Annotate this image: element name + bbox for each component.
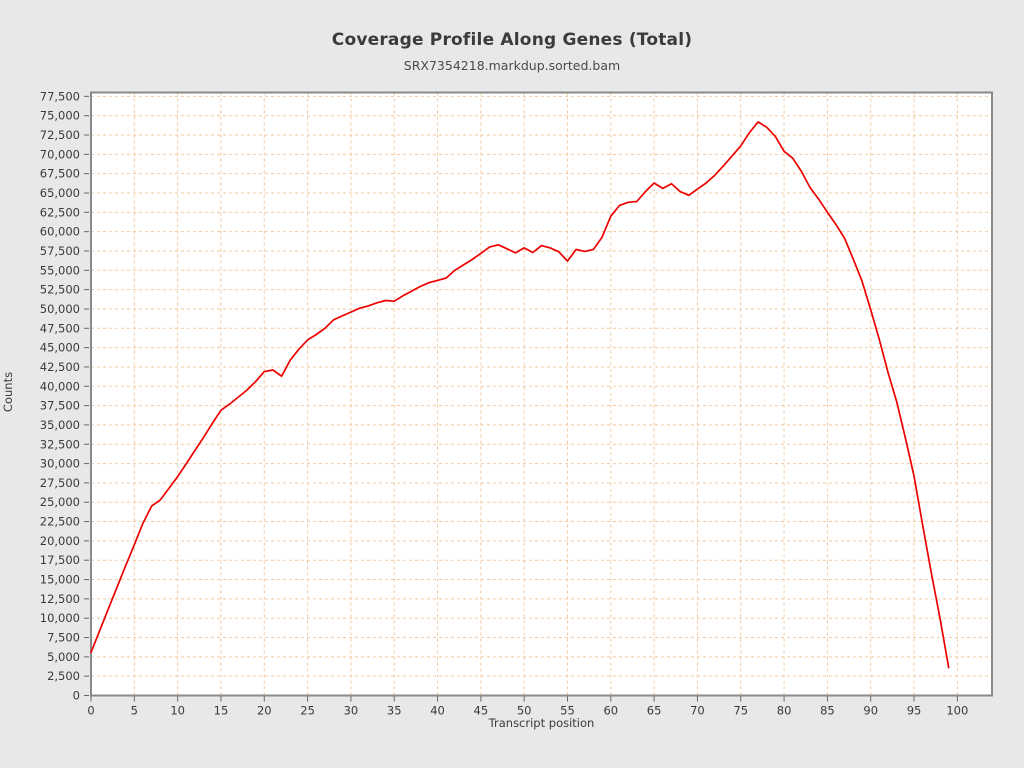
- svg-text:40,000: 40,000: [40, 379, 80, 393]
- svg-text:70,000: 70,000: [40, 147, 80, 161]
- svg-text:50: 50: [517, 704, 532, 718]
- svg-text:10,000: 10,000: [40, 611, 80, 625]
- svg-text:62,500: 62,500: [40, 205, 80, 219]
- svg-text:67,500: 67,500: [40, 167, 80, 181]
- grid-lines: [91, 92, 992, 696]
- svg-text:70: 70: [690, 704, 705, 718]
- svg-text:95: 95: [907, 704, 922, 718]
- svg-text:17,500: 17,500: [40, 553, 80, 567]
- svg-text:25: 25: [300, 704, 315, 718]
- svg-text:45,000: 45,000: [40, 341, 80, 355]
- svg-text:42,500: 42,500: [40, 360, 80, 374]
- svg-text:90: 90: [863, 704, 878, 718]
- svg-text:77,500: 77,500: [40, 89, 80, 103]
- svg-text:0: 0: [87, 704, 94, 718]
- svg-text:30: 30: [344, 704, 359, 718]
- svg-text:20,000: 20,000: [40, 534, 80, 548]
- svg-text:5: 5: [131, 704, 138, 718]
- svg-text:27,500: 27,500: [40, 476, 80, 490]
- y-tick-labels: 0 2,500 5,000 7,500 10,000 12,500 15,000 17,500…: [40, 89, 80, 702]
- svg-text:12,500: 12,500: [40, 592, 80, 606]
- svg-text:100: 100: [946, 704, 968, 718]
- svg-text:45: 45: [474, 704, 489, 718]
- svg-text:50,000: 50,000: [40, 302, 80, 316]
- coverage-line: [90, 121, 950, 669]
- svg-text:47,500: 47,500: [40, 321, 80, 335]
- plot-border: [90, 91, 993, 697]
- x-axis-label: Transcript position: [488, 716, 595, 730]
- svg-text:10: 10: [170, 704, 185, 718]
- svg-text:80: 80: [777, 704, 792, 718]
- svg-text:7,500: 7,500: [47, 631, 80, 645]
- chart-title: Coverage Profile Along Genes (Total): [331, 30, 693, 50]
- svg-text:55: 55: [560, 704, 575, 718]
- plot-area: [91, 92, 992, 696]
- svg-text:60: 60: [603, 704, 618, 718]
- svg-text:72,500: 72,500: [40, 128, 80, 142]
- svg-text:20: 20: [257, 704, 272, 718]
- svg-text:22,500: 22,500: [40, 515, 80, 529]
- svg-text:25,000: 25,000: [40, 495, 80, 509]
- svg-text:75,000: 75,000: [40, 109, 80, 123]
- svg-text:57,500: 57,500: [40, 244, 80, 258]
- svg-text:35,000: 35,000: [40, 418, 80, 432]
- axis-ticks: [84, 95, 958, 702]
- svg-text:15: 15: [214, 704, 229, 718]
- svg-text:15,000: 15,000: [40, 573, 80, 587]
- chart-subtitle: SRX7354218.markdup.sorted.bam: [403, 58, 621, 73]
- svg-text:52,500: 52,500: [40, 283, 80, 297]
- svg-text:65: 65: [647, 704, 662, 718]
- svg-text:85: 85: [820, 704, 835, 718]
- svg-text:35: 35: [387, 704, 402, 718]
- svg-text:40: 40: [430, 704, 445, 718]
- svg-text:32,500: 32,500: [40, 437, 80, 451]
- svg-text:37,500: 37,500: [40, 399, 80, 413]
- svg-text:75: 75: [733, 704, 748, 718]
- svg-text:0: 0: [73, 689, 80, 703]
- x-tick-labels: 0 5 10 15 20 25 30 35 40 45 50 55 60 65 70 75 80 85 90 95 10…: [87, 704, 968, 718]
- svg-text:55,000: 55,000: [40, 263, 80, 277]
- svg-text:30,000: 30,000: [40, 457, 80, 471]
- svg-text:5,000: 5,000: [47, 650, 80, 664]
- svg-text:60,000: 60,000: [40, 225, 80, 239]
- svg-text:2,500: 2,500: [47, 669, 80, 683]
- svg-text:65,000: 65,000: [40, 186, 80, 200]
